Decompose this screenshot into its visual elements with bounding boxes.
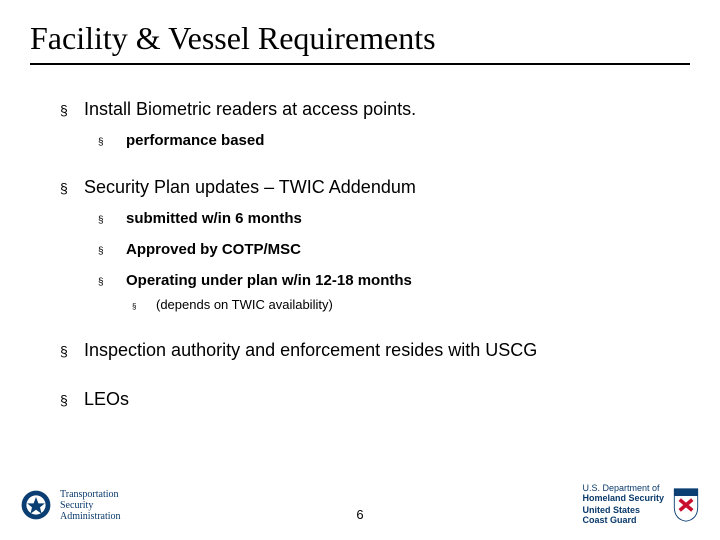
list-item: § Operating under plan w/in 12-18 months… — [98, 272, 690, 312]
bullet-text: Operating under plan w/in 12-18 months — [126, 272, 412, 289]
bullet-icon: § — [98, 215, 126, 226]
footer: Transportation Security Administration U… — [0, 480, 720, 530]
bullet-icon: § — [60, 102, 84, 118]
list-item: § performance based — [98, 132, 690, 149]
dhs-seal-icon — [20, 489, 52, 521]
bullet-text: LEOs — [84, 389, 129, 410]
footer-left: Transportation Security Administration — [20, 489, 121, 522]
list-item: § submitted w/in 6 months — [98, 210, 690, 227]
page-title: Facility & Vessel Requirements — [30, 20, 690, 57]
list-item: § Security Plan updates – TWIC Addendum … — [60, 177, 690, 312]
list-item: § LEOs — [60, 389, 690, 410]
bullet-text: performance based — [126, 132, 264, 149]
list-item: § Install Biometric readers at access po… — [60, 99, 690, 149]
tsa-text: Transportation Security Administration — [60, 489, 121, 522]
bullet-text: submitted w/in 6 months — [126, 210, 302, 227]
tsa-line3: Administration — [60, 511, 121, 522]
cg-line2: Coast Guard — [582, 516, 664, 526]
bullet-text: Inspection authority and enforcement res… — [84, 340, 537, 361]
list-item: § (depends on TWIC availability) — [132, 297, 690, 312]
bullet-text: Approved by COTP/MSC — [126, 241, 301, 258]
bullet-list: § Install Biometric readers at access po… — [60, 99, 690, 410]
tsa-line2: Security — [60, 500, 121, 511]
content-area: § Install Biometric readers at access po… — [30, 99, 690, 410]
bullet-icon: § — [132, 302, 156, 311]
bullet-icon: § — [60, 180, 84, 196]
bullet-text: Install Biometric readers at access poin… — [84, 99, 416, 120]
bullet-text: Security Plan updates – TWIC Addendum — [84, 177, 416, 198]
bullet-icon: § — [98, 277, 126, 288]
coast-guard-shield-icon — [672, 487, 700, 523]
bullet-text: (depends on TWIC availability) — [156, 297, 333, 312]
title-underline — [30, 63, 690, 65]
bullet-icon: § — [98, 246, 126, 257]
dhs-line2: Homeland Security — [582, 494, 664, 504]
bullet-icon: § — [60, 343, 84, 359]
dhs-cg-text: U.S. Department of Homeland Security Uni… — [582, 484, 664, 526]
footer-right: U.S. Department of Homeland Security Uni… — [582, 484, 700, 526]
bullet-icon: § — [98, 137, 126, 148]
list-item: § Approved by COTP/MSC — [98, 241, 690, 258]
bullet-icon: § — [60, 392, 84, 408]
tsa-line1: Transportation — [60, 489, 121, 500]
list-item: § Inspection authority and enforcement r… — [60, 340, 690, 361]
slide: Facility & Vessel Requirements § Install… — [0, 0, 720, 540]
